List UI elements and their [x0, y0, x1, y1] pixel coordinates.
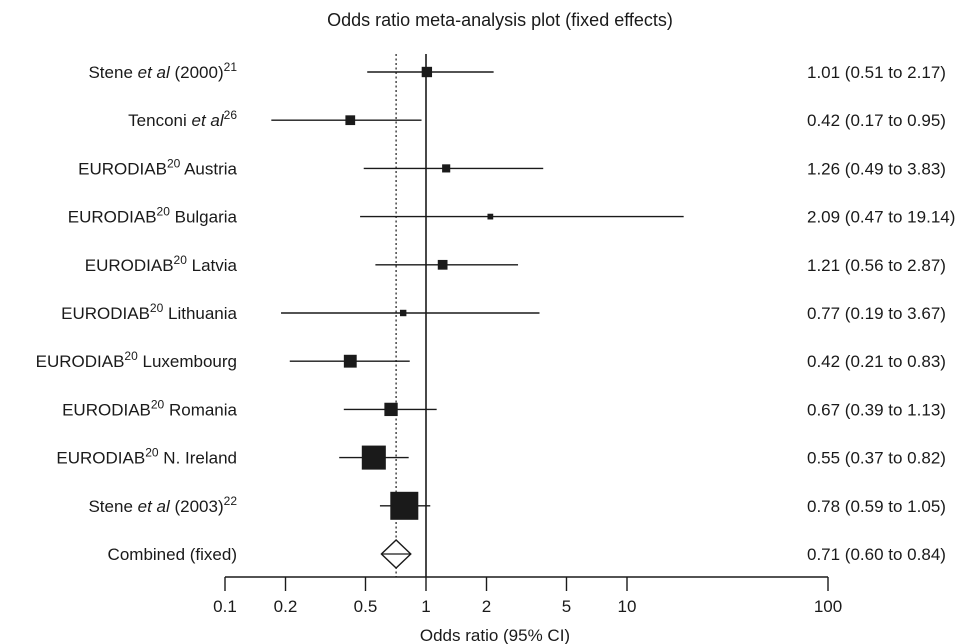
study-rows: Stene et al (2000)21 1.01 (0.51 to 2.17) T… [36, 60, 956, 569]
study-label: EURODIAB20 Latvia [85, 253, 238, 275]
point-estimate-square [343, 354, 357, 368]
x-tick-label: 100 [814, 597, 842, 616]
combined-ci-text: 0.71 (0.60 to 0.84) [807, 545, 946, 564]
study-row: EURODIAB20 Luxembourg 0.42 (0.21 to 0.83) [36, 349, 946, 371]
point-estimate-square [345, 115, 356, 126]
study-row: Stene et al (2003)22 0.78 (0.59 to 1.05) [88, 491, 946, 520]
point-estimate-square [437, 259, 448, 270]
ci-value-text: 0.42 (0.17 to 0.95) [807, 111, 946, 130]
ci-value-text: 0.67 (0.39 to 1.13) [807, 400, 946, 419]
x-axis-label: Odds ratio (95% CI) [420, 626, 570, 644]
point-estimate-square [390, 491, 419, 520]
study-row: Tenconi et al26 0.42 (0.17 to 0.95) [128, 108, 946, 130]
x-tick-label: 5 [562, 597, 571, 616]
combined-row: Combined (fixed) 0.71 (0.60 to 0.84) [108, 539, 946, 569]
study-label: EURODIAB20 Austria [78, 156, 237, 178]
study-label: Tenconi et al26 [128, 108, 237, 130]
combined-label: Combined (fixed) [108, 545, 237, 564]
ci-value-text: 1.26 (0.49 to 3.83) [807, 159, 946, 178]
study-row: EURODIAB20 Austria 1.26 (0.49 to 3.83) [78, 156, 946, 178]
study-row: EURODIAB20 N. Ireland 0.55 (0.37 to 0.82) [56, 445, 946, 470]
study-row: EURODIAB20 Bulgaria 2.09 (0.47 to 19.14) [68, 205, 956, 227]
study-label: EURODIAB20 N. Ireland [56, 446, 237, 468]
ci-value-text: 0.42 (0.21 to 0.83) [807, 352, 946, 371]
chart-title: Odds ratio meta-analysis plot (fixed eff… [327, 10, 673, 30]
point-estimate-square [384, 402, 398, 417]
point-estimate-square [487, 213, 494, 220]
ci-value-text: 1.21 (0.56 to 2.87) [807, 256, 946, 275]
x-tick-label: 0.5 [354, 597, 378, 616]
study-row: Stene et al (2000)21 1.01 (0.51 to 2.17) [88, 60, 945, 82]
point-estimate-square [361, 445, 386, 470]
x-tick-label: 0.1 [213, 597, 237, 616]
study-row: EURODIAB20 Latvia 1.21 (0.56 to 2.87) [85, 253, 946, 275]
x-tick-label: 10 [618, 597, 637, 616]
study-row: EURODIAB20 Lithuania 0.77 (0.19 to 3.67) [61, 301, 946, 323]
ci-value-text: 0.78 (0.59 to 1.05) [807, 497, 946, 516]
study-label: EURODIAB20 Romania [62, 397, 237, 419]
point-estimate-square [421, 66, 433, 78]
x-tick-label: 2 [482, 597, 491, 616]
study-label: EURODIAB20 Luxembourg [36, 349, 237, 371]
study-row: EURODIAB20 Romania 0.67 (0.39 to 1.13) [62, 397, 946, 419]
ci-value-text: 2.09 (0.47 to 19.14) [807, 208, 955, 227]
ci-value-text: 0.77 (0.19 to 3.67) [807, 304, 946, 323]
ci-value-text: 0.55 (0.37 to 0.82) [807, 449, 946, 468]
study-label: EURODIAB20 Bulgaria [68, 205, 238, 227]
point-estimate-square [442, 164, 451, 173]
x-axis: 0.1 0.2 0.5 1 2 5 10 100 [213, 54, 842, 616]
point-estimate-square [399, 309, 407, 317]
ci-value-text: 1.01 (0.51 to 2.17) [807, 63, 946, 82]
study-label: Stene et al (2000)21 [88, 60, 237, 82]
study-label: EURODIAB20 Lithuania [61, 301, 237, 323]
x-tick-label: 1 [421, 597, 430, 616]
x-tick-label: 0.2 [274, 597, 298, 616]
study-label: Stene et al (2003)22 [88, 494, 237, 516]
